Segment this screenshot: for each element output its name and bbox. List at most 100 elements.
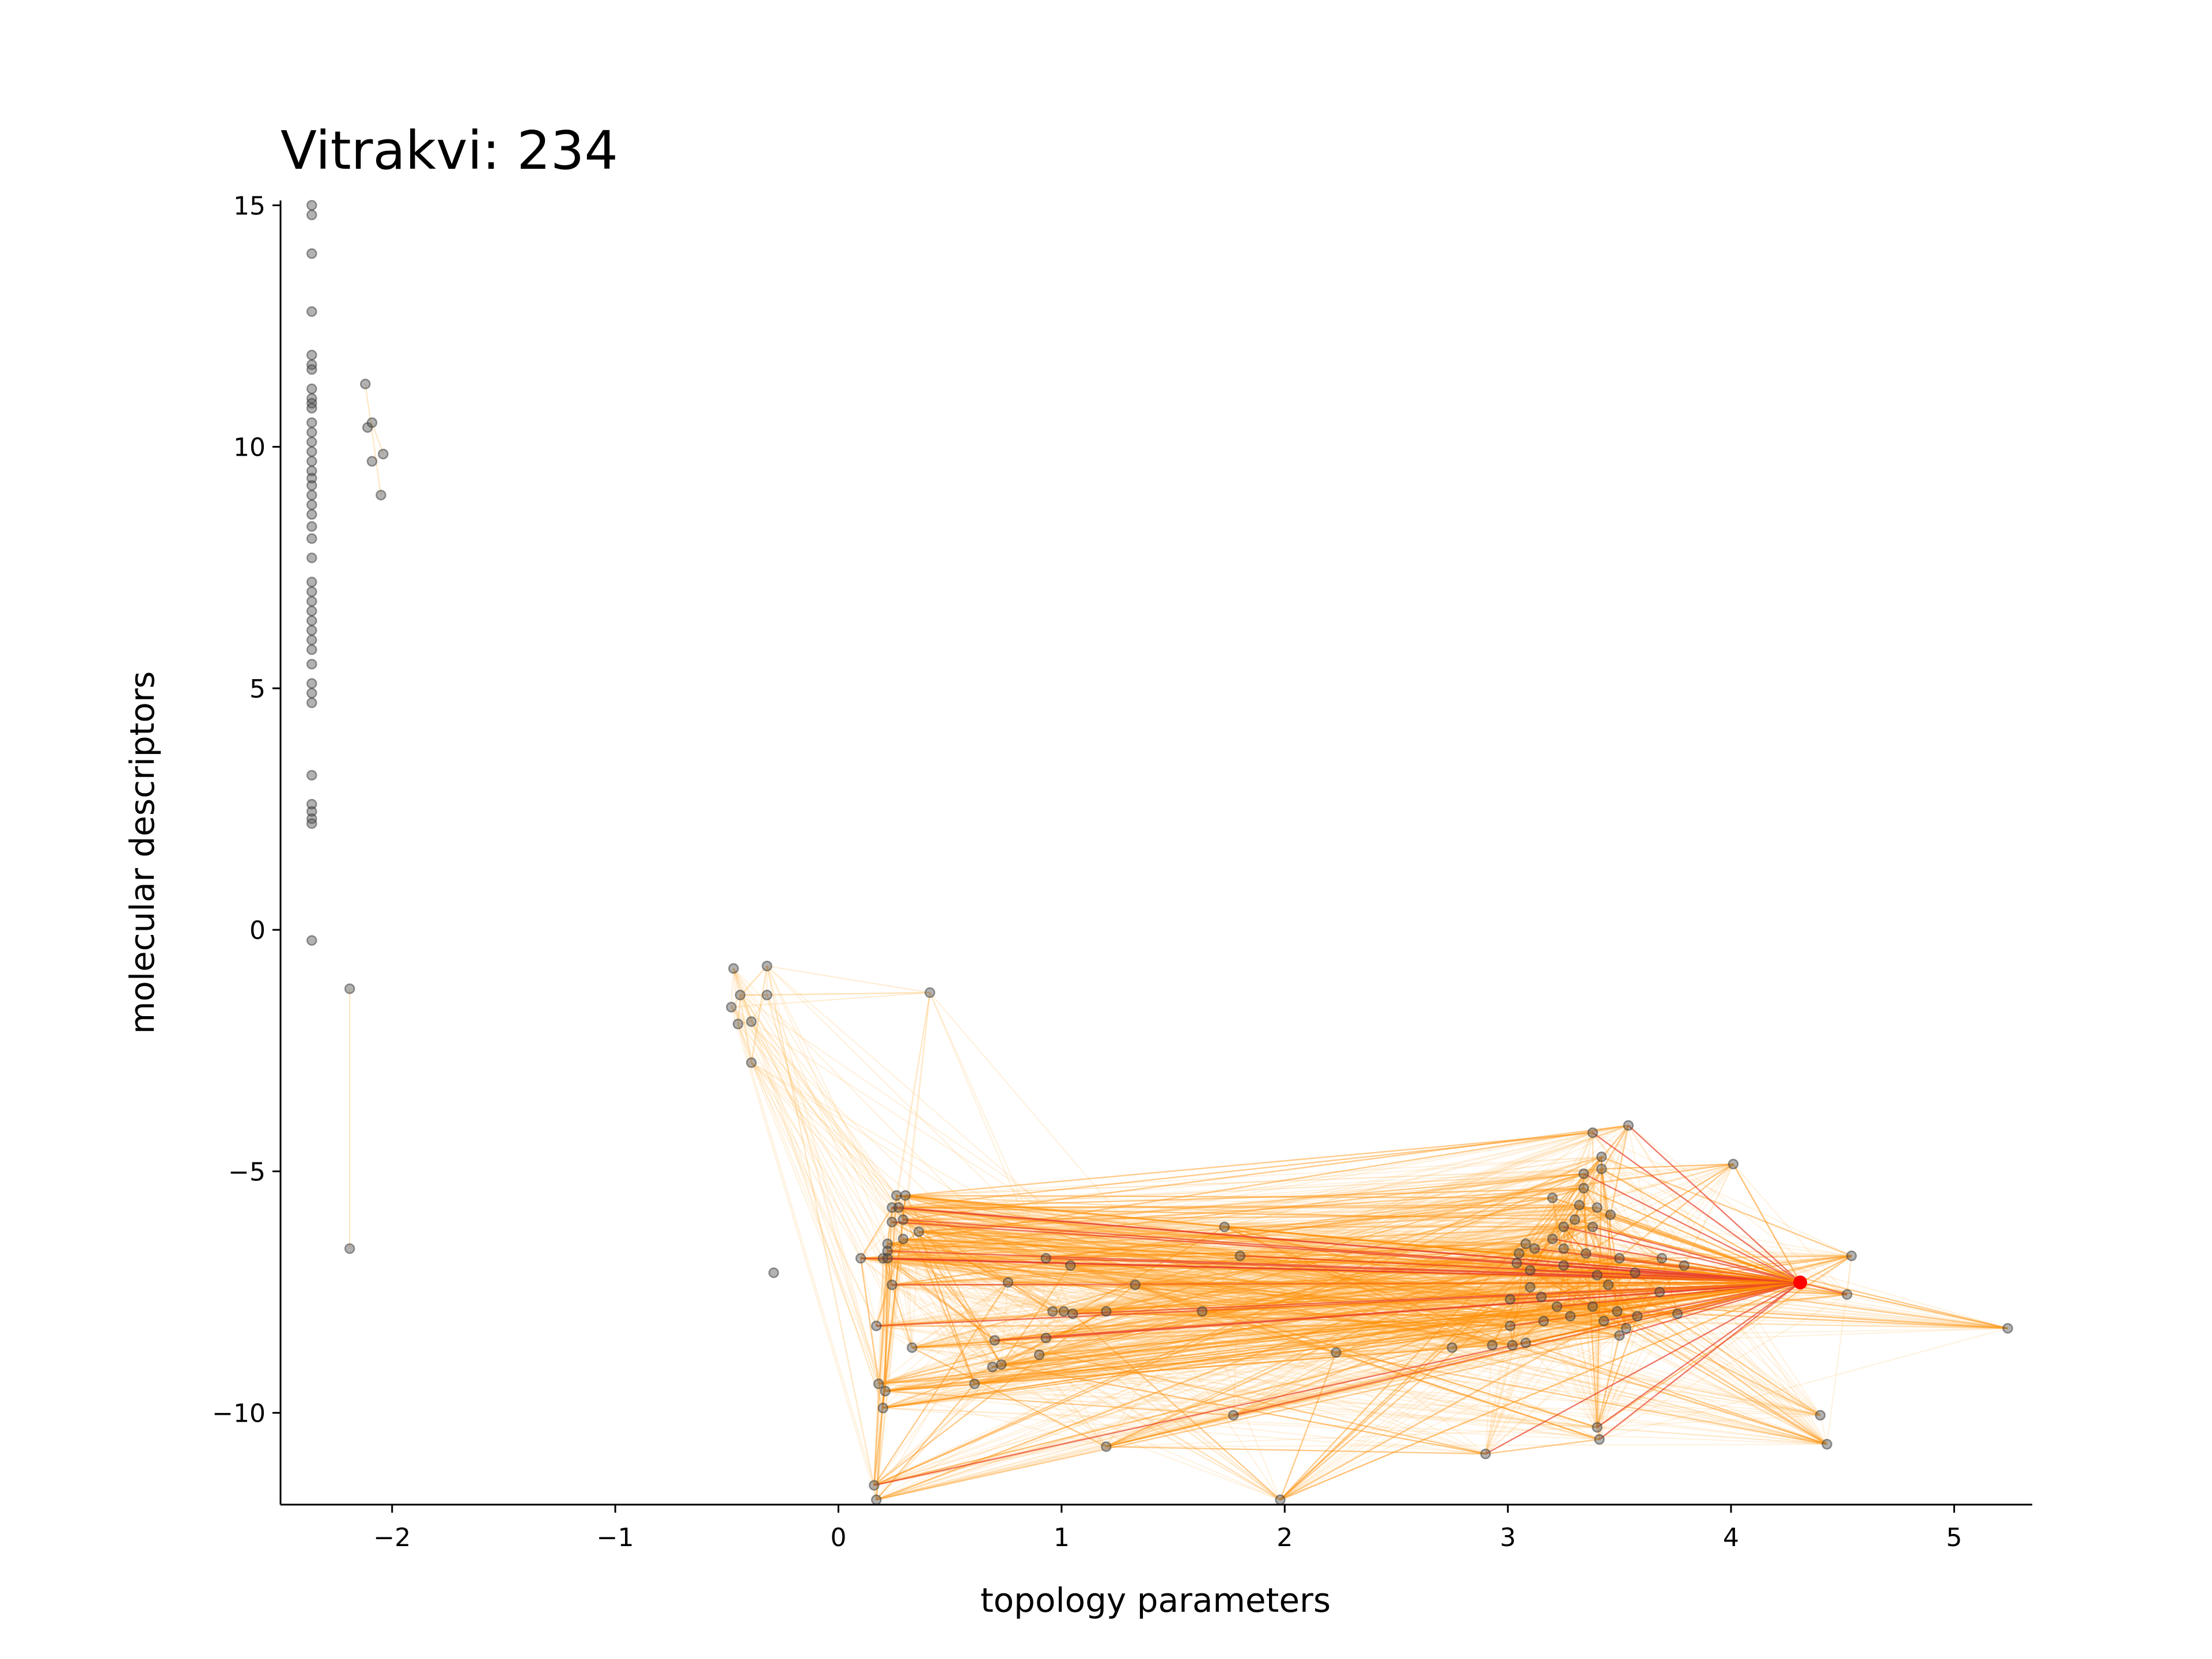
edge-line [878,1282,1801,1385]
edge-line [876,1214,1611,1327]
edge-line [751,1062,897,1196]
data-point [306,350,317,361]
edge-line [751,1062,893,1223]
edge-line [876,1195,897,1500]
edge-line [861,1257,1493,1346]
data-point [1596,1163,1607,1175]
edge-line [974,1310,1107,1385]
edge-line [1063,1310,1600,1440]
edge-line [887,1248,1564,1259]
edge-line [1202,1248,1564,1312]
edge-line [905,1132,1593,1196]
edge-line [1596,1316,1638,1428]
edge-line [1072,1168,1602,1315]
edge-line [860,1257,993,1368]
points-layer [306,200,2013,1505]
edge-line [1105,1270,1531,1448]
edge-line [885,1284,1609,1392]
data-point [306,417,317,428]
edge-line [974,1270,1531,1385]
edge-line [905,1195,1203,1312]
edge-line [903,1238,1609,1286]
edge-line [876,1414,1234,1501]
edge-line [882,1257,1281,1501]
edge-line [903,1219,1821,1416]
edge-line [876,1156,1602,1327]
edge-line [1202,1310,1336,1353]
edge-line [887,1187,1584,1252]
edge-line [1224,1226,1513,1346]
data-point [1578,1168,1589,1179]
edge-line [1628,1124,1848,1296]
edge-line [1552,1198,1600,1440]
edge-line [740,995,884,1408]
edge-line [1552,1197,1828,1445]
edge-line [887,1257,1486,1455]
edge-line [887,1168,1602,1245]
edge-line [1046,1255,1241,1339]
edge-line [918,1173,1584,1233]
edge-line [1135,1282,1801,1286]
edge-line [874,1327,1627,1486]
edge-line [896,1195,1635,1274]
edge-line [994,1340,1281,1501]
edge-line [1224,1214,1611,1228]
data-point [1815,1410,1826,1421]
edge-line [892,1207,1225,1228]
edge-line [1106,1426,1597,1448]
edge-line [1583,1173,1662,1259]
edge-line [1552,1214,1611,1240]
edge-line [896,1195,1107,1448]
edge-line [974,1124,1629,1385]
edge-line [860,1219,904,1259]
edge-line [876,1226,1564,1327]
edge-line [1512,1263,1518,1346]
edge-line [1052,1286,1531,1312]
y-ticks: −10 −5 0 5 10 15 [212,191,281,1429]
edge-line [874,1320,1604,1486]
edge-line [1563,1226,1593,1249]
edge-line [891,1207,993,1368]
edge-line [1563,1163,1734,1266]
edge-line [1039,1272,1635,1356]
edge-line [876,1238,904,1500]
edge-line [730,968,734,1007]
data-point [1536,1291,1547,1302]
edge-line [882,1195,906,1408]
edge-line [1578,1205,1828,1445]
edge-line [1063,1243,1526,1312]
data-point [1614,1330,1625,1341]
data-point [1630,1267,1641,1278]
edge-line [876,1226,1593,1327]
edge-line [896,1195,1597,1209]
data-point [1656,1253,1668,1264]
edge-line [903,1124,1628,1221]
edge-line [1543,1188,1585,1321]
edge-line [891,993,931,1222]
edge-line [887,1257,1135,1286]
edge-line [1599,1294,1847,1440]
edge-line [876,1316,1638,1501]
edge-line [876,993,931,1500]
edge-line [882,1257,913,1348]
edge-line [882,1207,900,1259]
edge-line [1552,1226,1565,1240]
edge-line [873,1313,1073,1486]
edge-line [891,1207,1065,1312]
edge-line [1592,1226,1662,1259]
edge-line [731,992,930,1008]
edge-line [902,1238,995,1341]
edge-line [891,1284,993,1368]
edge-line [874,1168,1602,1486]
edge-line [876,1251,888,1500]
edge-line [1233,1163,1734,1416]
edge-line [903,1219,1520,1254]
edge-line [873,1485,877,1500]
data-point [1520,1337,1531,1349]
edge-line [1202,1310,1597,1428]
data-point [306,586,317,597]
edge-line [1007,1282,1336,1353]
edge-line [1492,1320,1544,1346]
edge-line [905,1156,1602,1196]
edge-line [751,965,768,1063]
